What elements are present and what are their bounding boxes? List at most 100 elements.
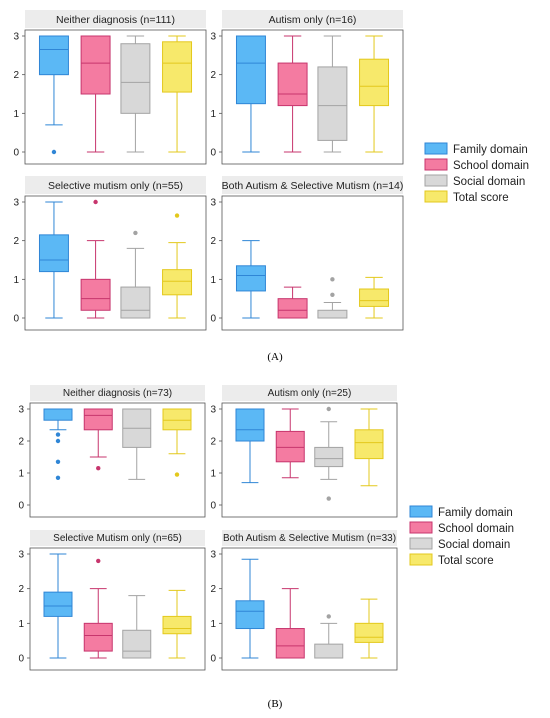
y-tick-label: 0 (210, 148, 216, 159)
iqr-box (235, 265, 266, 292)
outlier-point (174, 213, 180, 218)
iqr-box (235, 35, 266, 105)
legend-swatch-social (409, 537, 433, 550)
y-tick-label: 3 (210, 32, 216, 43)
iqr-box (120, 286, 151, 319)
box-school (277, 286, 308, 319)
panel-title-background (222, 10, 403, 28)
legend-swatch-total (424, 190, 448, 203)
legend: Family domain School domain Social domain T… (424, 142, 529, 204)
y-tick-label: 0 (210, 654, 216, 665)
panel-title-background (222, 530, 397, 546)
outlier-point (96, 466, 101, 471)
outlier-point (55, 459, 61, 464)
legend-swatch-social (424, 174, 448, 187)
box-total (162, 408, 192, 477)
legend-label: Social domain (438, 539, 510, 551)
iqr-box (277, 298, 308, 319)
y-tick-label: 2 (210, 236, 216, 247)
y-tick-label: 3 (18, 550, 24, 561)
box-family (235, 35, 266, 153)
iqr-box (317, 66, 348, 141)
iqr-box (359, 288, 390, 307)
box-social (314, 614, 344, 659)
y-tick-label: 1 (18, 619, 24, 630)
box-total (162, 213, 193, 319)
iqr-box (38, 35, 69, 76)
box-social (122, 408, 152, 480)
y-tick-label: 2 (18, 584, 24, 595)
box-total (359, 35, 390, 153)
y-tick-label: 1 (210, 109, 216, 120)
iqr-box (235, 408, 265, 442)
box-family (235, 558, 265, 659)
y-tick-label: 3 (18, 405, 24, 416)
legend-label: School domain (453, 160, 529, 172)
y-tick-label: 1 (13, 275, 19, 286)
legend-swatch-total (409, 553, 433, 566)
box-school (275, 588, 305, 659)
outlier-point (330, 292, 335, 297)
y-tick-label: 1 (13, 109, 19, 120)
chart-panel: Both Autism & Selective Mutism (n=33) 0 1 2… (210, 530, 398, 671)
panel-title-background (30, 385, 205, 401)
outlier-point (96, 558, 101, 564)
panel-title: Autism only (n=25) (268, 388, 352, 399)
y-tick-label: 0 (13, 148, 19, 159)
y-tick-label: 3 (13, 32, 19, 43)
panel-title: Both Autism & Selective Mutism (n=33) (223, 533, 396, 544)
iqr-box (235, 600, 265, 630)
iqr-box (38, 234, 69, 273)
iqr-box (314, 643, 344, 659)
iqr-box (120, 43, 151, 114)
box-social (317, 277, 348, 319)
iqr-box (162, 615, 192, 635)
y-tick-label: 2 (13, 236, 19, 247)
plot-frame (29, 547, 206, 671)
legend-label: Total score (453, 192, 509, 204)
y-tick-label: 2 (13, 70, 19, 81)
outlier-point (330, 277, 335, 282)
outlier-point (93, 199, 98, 205)
plot-frame (221, 402, 398, 518)
outlier-point (174, 472, 180, 477)
y-tick-label: 3 (210, 405, 216, 416)
panel-title: Autism only (n=16) (269, 14, 357, 26)
plot-frame (24, 29, 207, 165)
y-tick-label: 2 (210, 584, 216, 595)
box-school (277, 35, 308, 153)
panel-title-background (25, 10, 206, 28)
box-family (43, 408, 73, 480)
box-family (235, 408, 265, 484)
panel-title: Selective mutism only (n=55) (48, 180, 183, 192)
outlier-point (133, 230, 138, 236)
box-total (162, 35, 193, 153)
y-tick-label: 2 (18, 437, 24, 448)
panel-title-background (25, 176, 206, 194)
iqr-box (43, 591, 73, 617)
box-school (83, 558, 113, 659)
outlier-point (326, 406, 331, 412)
y-tick-label: 1 (210, 619, 216, 630)
plot-frame (29, 402, 206, 518)
box-family (43, 553, 73, 659)
box-school (80, 199, 111, 319)
chart-panel: Neither diagnosis (n=111) 0 1 2 3 (13, 10, 207, 165)
plot-frame (221, 547, 398, 671)
chart-panel: Selective mutism only (n=55) 0 1 2 3 (13, 176, 207, 331)
outlier-point (55, 475, 61, 480)
legend-swatch-school (409, 521, 433, 534)
iqr-box (275, 430, 305, 463)
y-tick-label: 0 (18, 654, 24, 665)
panel-title-background (222, 176, 403, 194)
outlier-point (51, 149, 57, 155)
legend-label: School domain (438, 523, 514, 535)
outlier-point (326, 496, 331, 501)
chart-panel: Autism only (n=25) 0 1 2 3 (210, 385, 398, 518)
panel-b-label: (B) (268, 698, 283, 710)
panel-title: Neither diagnosis (n=111) (56, 14, 175, 26)
y-tick-label: 1 (210, 469, 216, 480)
panel-title-background (30, 530, 205, 546)
